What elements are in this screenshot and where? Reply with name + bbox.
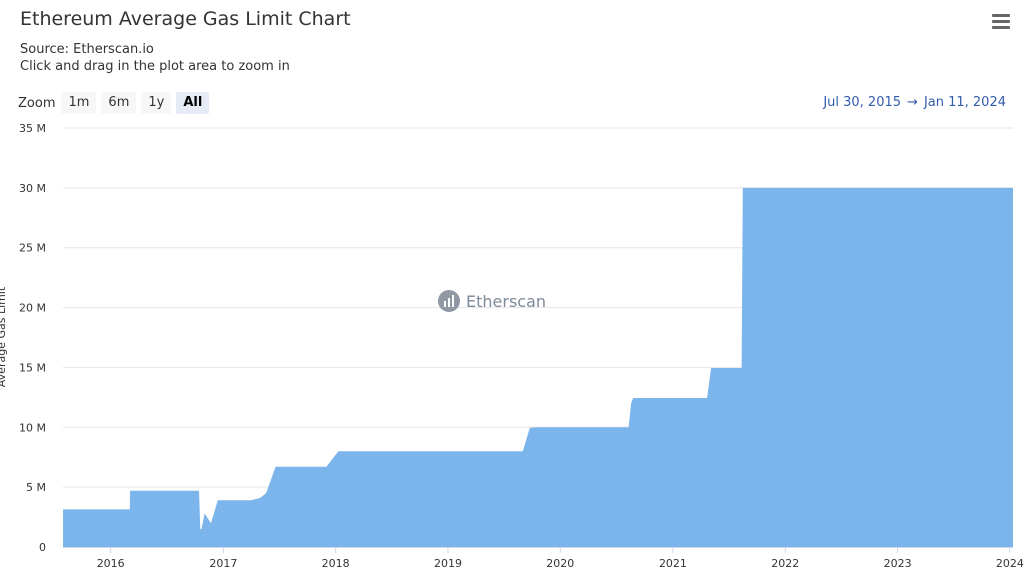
y-tick-label: 35 M [19, 122, 46, 135]
range-arrow-icon: → [907, 95, 918, 110]
range-to-date[interactable]: Jan 11, 2024 [923, 95, 1006, 110]
y-tick-label: 5 M [26, 481, 46, 494]
x-tick-label: 2021 [659, 557, 687, 570]
range-from-date[interactable]: Jul 30, 2015 [823, 95, 902, 110]
zoom-1y-button[interactable]: 1y [141, 92, 172, 114]
etherscan-watermark: Etherscan [438, 290, 546, 312]
x-tick-label: 2019 [434, 557, 462, 570]
zoom-controls: Zoom 1m 6m 1y All [18, 92, 214, 114]
y-axis-ticks: 0 5 M 10 M 15 M 20 M 25 M 30 M 35 M [19, 122, 46, 554]
y-tick-label: 15 M [19, 361, 46, 374]
x-tick-label: 2022 [771, 557, 799, 570]
zoom-all-button[interactable]: All [176, 92, 210, 114]
x-tick-label: 2018 [322, 557, 350, 570]
y-tick-label: 25 M [19, 242, 46, 255]
y-tick-label: 30 M [19, 182, 46, 195]
x-tick-label: 2024 [996, 557, 1024, 570]
zoom-6m-button[interactable]: 6m [101, 92, 137, 114]
x-tick-label: 2020 [546, 557, 574, 570]
x-axis-ticks: 2016 2017 2018 2019 2020 2021 2022 2023 2024 [63, 547, 1024, 570]
y-axis-label: Average Gas Limit [0, 286, 8, 387]
x-tick-label: 2017 [209, 557, 237, 570]
area-series [63, 187, 1013, 547]
y-tick-label: 20 M [19, 302, 46, 315]
area-series-path [63, 187, 1013, 547]
page-title: Ethereum Average Gas Limit Chart [20, 8, 351, 30]
hamburger-menu-icon[interactable] [992, 14, 1010, 29]
watermark-text: Etherscan [466, 291, 547, 311]
date-range: Jul 30, 2015 → Jan 11, 2024 [823, 95, 1006, 110]
source-text: Source: Etherscan.io [20, 42, 154, 57]
x-tick-label: 2023 [884, 557, 912, 570]
zoom-1m-button[interactable]: 1m [61, 92, 97, 114]
zoom-label: Zoom [18, 95, 56, 111]
y-tick-label: 10 M [19, 421, 46, 434]
zoom-hint-text: Click and drag in the plot area to zoom … [20, 59, 290, 74]
x-tick-label: 2016 [97, 557, 125, 570]
etherscan-logo-icon [438, 290, 460, 312]
y-tick-label: 0 [39, 541, 46, 554]
